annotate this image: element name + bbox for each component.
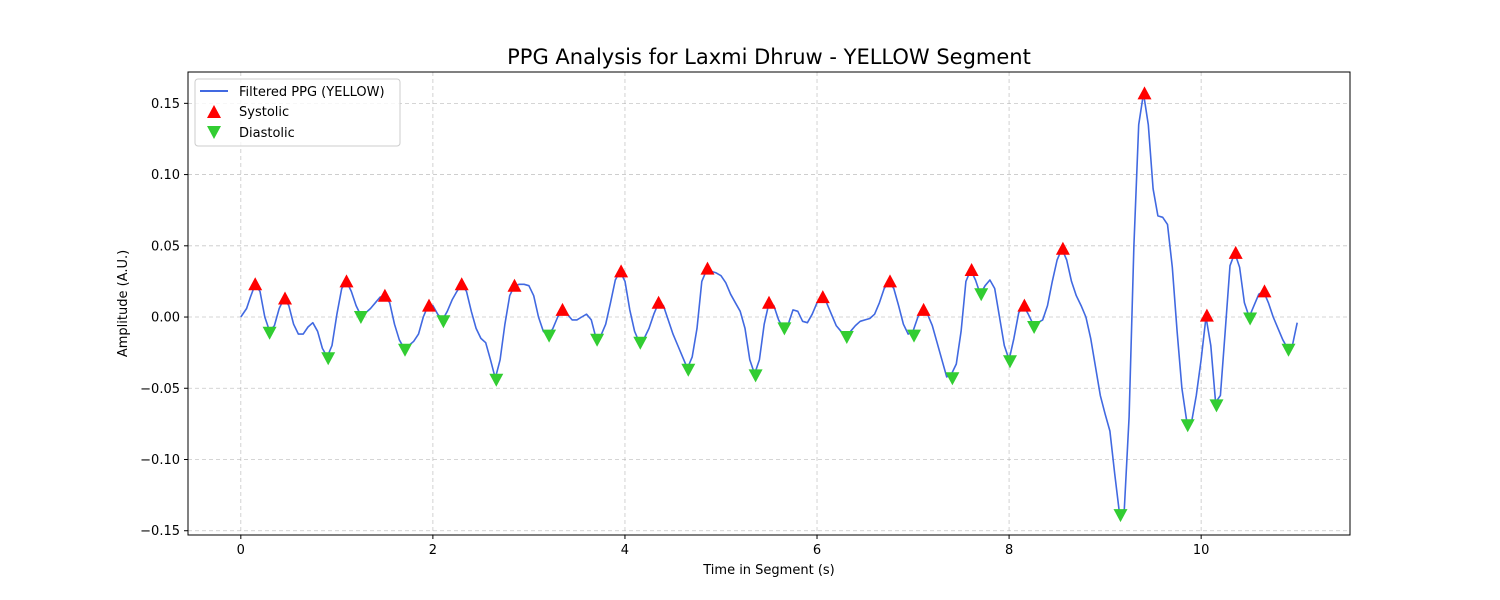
y-tick-label: 0.00 xyxy=(151,311,180,326)
systolic-marker xyxy=(883,274,897,288)
systolic-marker xyxy=(916,302,931,316)
x-tick-label: 2 xyxy=(429,543,437,558)
diastolic-marker xyxy=(1243,312,1258,326)
diastolic-marker xyxy=(1209,399,1224,413)
diastolic-marker xyxy=(1027,321,1042,334)
legend-label-filtered: Filtered PPG (YELLOW) xyxy=(239,85,385,100)
systolic-marker xyxy=(377,288,392,302)
y-axis-label: Amplitude (A.U.) xyxy=(116,250,131,357)
diastolic-marker xyxy=(542,329,557,343)
systolic-marker xyxy=(1017,298,1032,312)
diastolic-marker xyxy=(1180,419,1195,433)
diastolic-marker xyxy=(321,352,336,366)
systolic-marker xyxy=(339,274,354,288)
diastolic-marker xyxy=(1003,355,1017,369)
y-tick-label: −0.10 xyxy=(140,453,180,468)
diastolic-marker xyxy=(436,315,451,329)
systolic-marker xyxy=(700,261,715,275)
diastolic-marker xyxy=(777,322,792,336)
systolic-marker xyxy=(248,277,263,291)
legend: Filtered PPG (YELLOW) Systolic Diastolic xyxy=(194,78,401,147)
diastolic-marker xyxy=(353,311,368,324)
systolic-marker xyxy=(1228,245,1243,259)
systolic-marker xyxy=(555,302,570,316)
systolic-marker xyxy=(507,278,522,292)
y-tick-label: −0.05 xyxy=(140,382,180,397)
diastolic-marker xyxy=(633,336,648,350)
systolic-marker xyxy=(964,263,979,276)
diastolic-marker xyxy=(839,331,854,344)
diastolic-marker xyxy=(398,343,412,357)
y-tick-label: −0.15 xyxy=(140,524,180,539)
legend-box xyxy=(194,78,401,147)
y-tick-label: 0.10 xyxy=(151,168,180,183)
diastolic-marker xyxy=(945,372,960,386)
plot-area xyxy=(240,86,1298,523)
systolic-marker xyxy=(1199,308,1214,322)
legend-diastolic-marker xyxy=(207,126,221,139)
diastolic-marker xyxy=(681,363,696,377)
legend-label-diastolic: Diastolic xyxy=(239,126,295,141)
diastolic-marker xyxy=(748,369,763,383)
systolic-marker xyxy=(454,277,469,291)
x-tick-label: 8 xyxy=(1005,543,1013,558)
systolic-marker xyxy=(1137,86,1152,100)
x-tick-label: 4 xyxy=(621,543,629,558)
diastolic-marker xyxy=(907,329,921,343)
axis-ticks: 0 2 4 6 8 10 −0.15 −0.10 −0.05 0.00 0.05 0.10 0.15 xyxy=(140,97,1209,558)
x-tick-label: 10 xyxy=(1193,543,1210,558)
x-tick-label: 6 xyxy=(813,543,821,558)
diastolic-marker xyxy=(262,326,277,340)
y-tick-label: 0.15 xyxy=(151,97,180,112)
x-tick-label: 0 xyxy=(237,543,245,558)
systolic-marker xyxy=(278,291,292,305)
diastolic-marker xyxy=(590,333,605,347)
systolic-marker xyxy=(614,264,629,278)
x-axis-label: Time in Segment (s) xyxy=(702,563,834,578)
diastolic-marker xyxy=(489,373,504,387)
systolic-marker xyxy=(762,295,776,309)
systolic-marker xyxy=(651,295,666,309)
systolic-marker xyxy=(1055,241,1070,255)
y-tick-label: 0.05 xyxy=(151,239,180,254)
grid-lines xyxy=(188,72,1350,535)
diastolic-marker xyxy=(1113,509,1128,523)
legend-systolic-marker xyxy=(207,105,221,118)
chart-title: PPG Analysis for Laxmi Dhruw - YELLOW Se… xyxy=(507,45,1031,69)
systolic-marker xyxy=(815,290,830,304)
diastolic-marker xyxy=(974,288,989,302)
diastolic-marker xyxy=(1281,343,1296,357)
axes-frame xyxy=(187,71,1351,536)
legend-label-systolic: Systolic xyxy=(239,105,289,120)
systolic-marker xyxy=(422,298,436,312)
systolic-marker xyxy=(1257,284,1272,298)
